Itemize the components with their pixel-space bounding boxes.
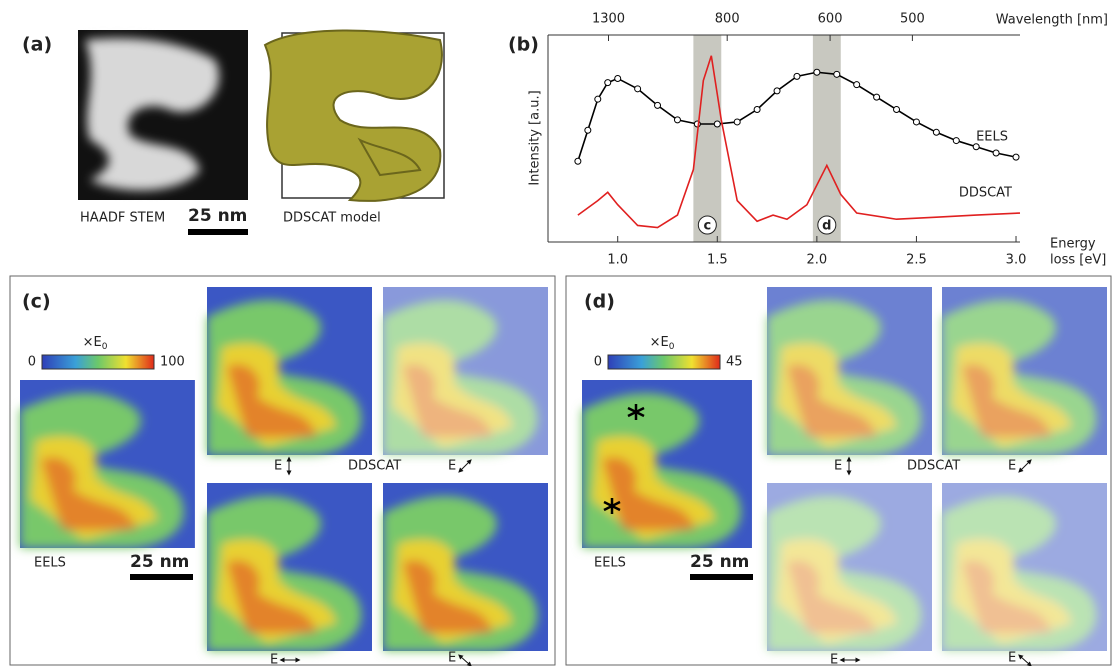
series-line — [578, 72, 1016, 161]
series-marker — [615, 75, 621, 81]
pol-label: E — [1008, 651, 1016, 666]
pol-arrow — [1020, 461, 1030, 471]
pol-label: E — [1008, 459, 1016, 474]
x2-tick-label: 800 — [715, 12, 740, 27]
caption: EELS — [594, 556, 626, 571]
field-map — [942, 287, 1107, 455]
field-map — [942, 483, 1107, 651]
series-marker — [714, 121, 720, 127]
x2-axis-label: Wavelength [nm] — [996, 13, 1108, 28]
series-marker — [913, 119, 919, 125]
panel-label: (a) — [22, 34, 52, 56]
pol-arrow — [1020, 656, 1030, 665]
colorbar — [608, 355, 720, 369]
pol-label: E — [274, 459, 282, 474]
caption: EELS — [34, 556, 66, 571]
x-tick-label: 2.0 — [807, 253, 828, 268]
colorbar — [42, 355, 154, 369]
x-tick-label: 1.5 — [707, 253, 728, 268]
pol-label: E — [834, 459, 842, 474]
series-marker — [834, 71, 840, 77]
series-marker — [933, 129, 939, 135]
field-map — [767, 483, 932, 651]
pol-label: E — [448, 651, 456, 666]
caption: DDSCAT — [907, 459, 960, 474]
series-marker — [585, 127, 591, 133]
eels-map — [582, 380, 752, 548]
series-marker — [854, 82, 860, 88]
x-tick-label: 1.0 — [607, 253, 628, 268]
series-marker — [655, 102, 661, 108]
scale-bar — [690, 574, 753, 580]
series-marker — [894, 107, 900, 113]
colorbar-unit: ×E0 — [650, 335, 675, 352]
field-map — [383, 483, 548, 651]
series-marker — [774, 88, 780, 94]
series-marker — [874, 94, 880, 100]
x-tick-label: 3.0 — [1006, 253, 1027, 268]
caption: HAADF STEM — [80, 211, 165, 226]
series-marker — [754, 107, 760, 113]
field-map — [207, 287, 372, 455]
panel-label: (d) — [584, 291, 615, 313]
series-marker — [595, 96, 601, 102]
pol-arrow — [460, 656, 470, 665]
series-marker — [993, 150, 999, 156]
scale-bar — [188, 229, 248, 235]
band-label: c — [703, 219, 711, 234]
field-map — [767, 287, 932, 455]
colorbar-max: 45 — [726, 355, 743, 370]
x2-tick-label: 600 — [818, 12, 843, 27]
x2-tick-label: 500 — [900, 12, 925, 27]
model-shape — [265, 30, 442, 200]
series-marker — [605, 80, 611, 86]
pol-arrow — [460, 461, 470, 471]
figure: (a) HAADF STEM 25 nm DDSCAT model (c) ×E… — [0, 0, 1112, 666]
panel-label: (c) — [22, 291, 51, 313]
scale-label: 25 nm — [130, 552, 189, 572]
field-map — [207, 483, 372, 651]
series-marker — [1013, 154, 1019, 160]
x-axis-label: Energy — [1050, 237, 1096, 252]
caption: DDSCAT — [348, 459, 401, 474]
scale-label: 25 nm — [188, 206, 247, 226]
series-name: EELS — [976, 130, 1008, 145]
series-marker — [635, 86, 641, 92]
x-axis-label: loss [eV] — [1050, 253, 1106, 268]
series-marker — [734, 119, 740, 125]
eels-map — [20, 380, 195, 548]
pol-label: E — [270, 653, 278, 666]
band-label: d — [822, 219, 831, 234]
panel-label: (b) — [508, 34, 539, 56]
series-marker — [973, 144, 979, 150]
y-axis-label: Intensity [a.u.] — [528, 90, 543, 185]
colorbar-unit: ×E0 — [83, 335, 108, 352]
series-marker — [814, 69, 820, 75]
band — [813, 35, 841, 242]
colorbar-min: 0 — [28, 355, 36, 370]
field-map — [383, 287, 548, 455]
x2-tick-label: 1300 — [592, 12, 625, 27]
pol-label: E — [830, 653, 838, 666]
colorbar-min: 0 — [594, 355, 602, 370]
caption: DDSCAT model — [283, 211, 381, 226]
pol-label: E — [448, 459, 456, 474]
x-tick-label: 2.5 — [906, 253, 927, 268]
series-marker — [575, 158, 581, 164]
colorbar-max: 100 — [160, 355, 185, 370]
scale-label: 25 nm — [690, 552, 749, 572]
series-marker — [794, 73, 800, 79]
series-marker — [674, 117, 680, 123]
scale-bar — [130, 574, 193, 580]
series-marker — [953, 138, 959, 144]
series-name: DDSCAT — [959, 186, 1012, 201]
